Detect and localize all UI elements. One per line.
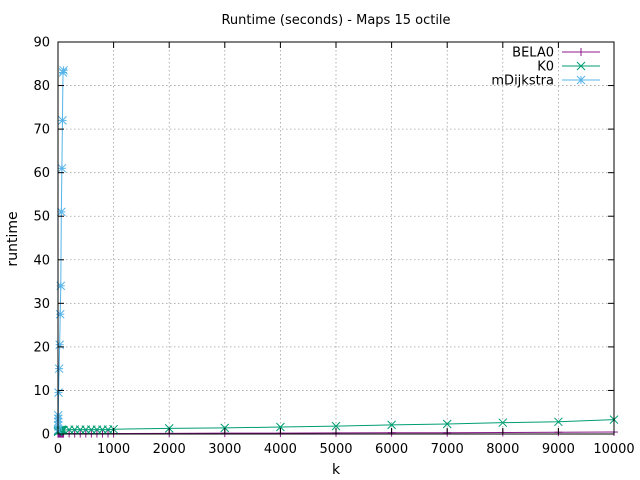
data-point-mdijkstra-10 [56,207,66,217]
y-tick-label-90: 90 [33,36,50,51]
y-tick-label-50: 50 [33,210,50,225]
y-tick-label-80: 80 [33,79,50,94]
series-mdijkstra [53,65,68,435]
x-tick-label-8000: 8000 [486,442,519,457]
y-tick-label-70: 70 [33,123,50,138]
y-tick-label-60: 60 [33,166,50,181]
y-tick-label-20: 20 [33,340,50,355]
x-tick-label-10000: 10000 [593,442,634,457]
y-axis-label: runtime [5,211,21,266]
axis-ticks: 0 10 20 30 40 50 60 70 80 90 0 1000 2000 3000 4000 5000… [33,36,634,458]
x-tick-label-6000: 6000 [375,442,408,457]
data-point-mdijkstra-8 [55,309,65,319]
data-point-k0-28 [387,420,396,430]
legend-marker-k0 [576,61,586,71]
data-point-k0-31 [554,417,563,427]
y-tick-label-40: 40 [33,253,50,268]
x-tick-label-9000: 9000 [542,442,575,457]
legend-item-mdijkstra: mDijkstra [491,74,600,89]
legend-marker-bela0 [577,48,585,56]
data-point-k0-29 [442,419,452,429]
grid [58,42,614,434]
x-tick-label-0: 0 [54,442,62,457]
y-tick-label-10: 10 [33,384,50,399]
x-tick-label-7000: 7000 [431,442,464,457]
data-point-mdijkstra-6 [54,364,64,374]
legend-item-bela0: BELA0 [512,46,600,61]
data-point-k0-26 [276,422,285,432]
x-tick-label-2000: 2000 [153,442,186,457]
legend-label-mdijkstra: mDijkstra [491,74,554,89]
x-tick-label-3000: 3000 [208,442,241,457]
legend-label-k0: K0 [537,60,554,75]
legend-label-bela0: BELA0 [512,46,554,61]
data-point-mdijkstra-5 [54,388,63,397]
data-point-mdijkstra-7 [55,340,65,350]
chart-title: Runtime (seconds) - Maps 15 octile [221,13,450,28]
data-point-k0-27 [331,421,341,431]
data-point-mdijkstra-12 [58,116,67,125]
data-point-k0-25 [220,423,230,433]
plot-area [53,65,619,438]
x-tick-label-1000: 1000 [97,442,130,457]
x-tick-label-5000: 5000 [319,442,352,457]
data-point-k0-30 [498,418,508,428]
data-point-mdijkstra-14 [59,65,68,75]
data-point-mdijkstra-11 [57,163,67,173]
x-tick-label-4000: 4000 [264,442,297,457]
y-tick-label-30: 30 [33,297,50,312]
x-axis-label: k [332,462,341,478]
legend-marker-mdijkstra [576,75,586,85]
legend-item-k0: K0 [537,60,600,75]
y-tick-label-0: 0 [42,428,50,443]
